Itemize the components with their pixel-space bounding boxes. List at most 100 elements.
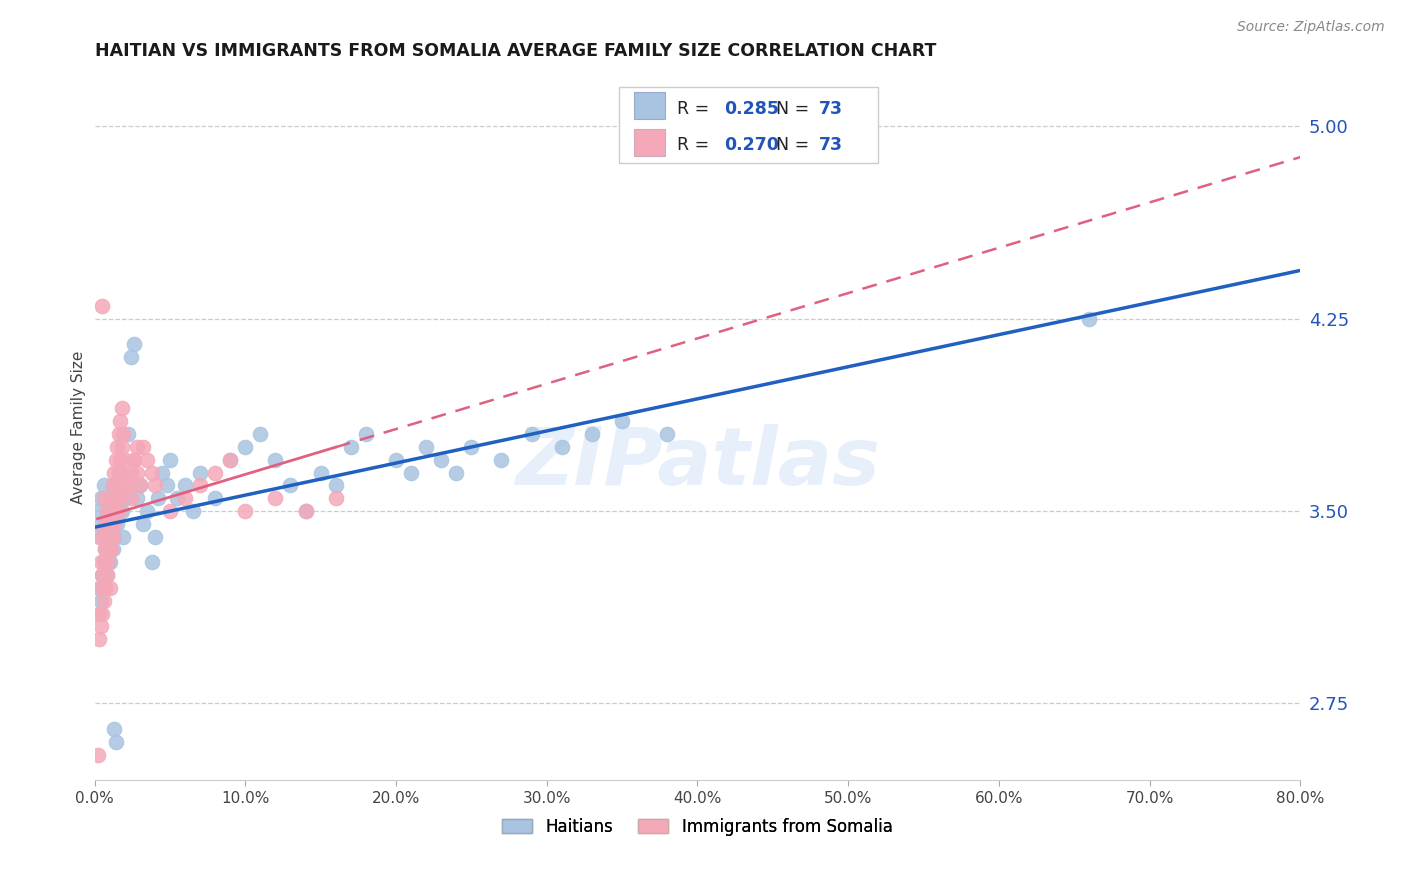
Point xyxy=(90,491,112,506)
Point xyxy=(98,542,121,557)
Text: Source: ZipAtlas.com: Source: ZipAtlas.com xyxy=(1237,20,1385,34)
Point xyxy=(101,516,124,531)
Point xyxy=(159,504,181,518)
Point xyxy=(181,504,204,518)
Point xyxy=(94,581,117,595)
Point xyxy=(93,594,115,608)
Point xyxy=(100,542,122,557)
Point xyxy=(107,466,129,480)
Point xyxy=(101,530,124,544)
Point xyxy=(105,516,128,531)
Point xyxy=(87,516,110,531)
Text: 73: 73 xyxy=(820,100,844,118)
Point xyxy=(97,516,120,531)
Point xyxy=(108,491,131,506)
Point xyxy=(325,491,347,506)
Text: ZIPatlas: ZIPatlas xyxy=(515,424,880,502)
Point xyxy=(91,607,114,621)
Point xyxy=(104,491,127,506)
Point xyxy=(120,491,142,506)
Point xyxy=(103,722,125,736)
Point xyxy=(101,542,124,557)
Point xyxy=(107,504,129,518)
Point xyxy=(105,478,128,492)
Point xyxy=(233,504,256,518)
Text: 0.270: 0.270 xyxy=(724,136,779,154)
Point xyxy=(174,491,197,506)
Point xyxy=(86,504,108,518)
Point xyxy=(1078,311,1101,326)
Point xyxy=(264,452,287,467)
Point xyxy=(150,466,173,480)
Point xyxy=(103,466,125,480)
Point xyxy=(294,504,316,518)
Point xyxy=(125,491,148,506)
Point xyxy=(100,530,122,544)
Point xyxy=(98,555,121,569)
Point xyxy=(94,581,117,595)
Point xyxy=(90,619,112,633)
Point xyxy=(90,555,112,569)
Point xyxy=(107,466,129,480)
Point xyxy=(249,427,271,442)
FancyBboxPatch shape xyxy=(619,87,879,163)
Point xyxy=(143,530,166,544)
Point xyxy=(520,427,543,442)
Point xyxy=(430,452,453,467)
Point xyxy=(219,452,242,467)
Point xyxy=(97,555,120,569)
Point xyxy=(97,516,120,531)
Point xyxy=(96,568,118,582)
Point xyxy=(98,581,121,595)
Point xyxy=(114,491,136,506)
Point xyxy=(264,491,287,506)
Point xyxy=(86,747,108,762)
Point xyxy=(91,568,114,582)
Text: N =: N = xyxy=(776,100,814,118)
Point xyxy=(188,466,211,480)
Point xyxy=(111,440,134,454)
Point xyxy=(174,478,197,492)
Bar xyxy=(634,129,665,156)
Point xyxy=(125,440,148,454)
Point xyxy=(111,478,134,492)
Point xyxy=(90,581,112,595)
Point xyxy=(111,504,134,518)
Point xyxy=(132,516,155,531)
Point xyxy=(125,466,148,480)
Legend: Haitians, Immigrants from Somalia: Haitians, Immigrants from Somalia xyxy=(495,811,900,842)
Point xyxy=(136,504,159,518)
Point xyxy=(415,440,437,454)
Point xyxy=(91,299,114,313)
Point xyxy=(156,478,179,492)
Point xyxy=(94,542,117,557)
Text: 73: 73 xyxy=(820,136,844,154)
Text: 0.285: 0.285 xyxy=(724,100,779,118)
Point xyxy=(100,491,122,506)
Point xyxy=(117,427,139,442)
Point xyxy=(104,452,127,467)
Point xyxy=(122,452,145,467)
Y-axis label: Average Family Size: Average Family Size xyxy=(72,351,86,504)
Point xyxy=(91,530,114,544)
Point xyxy=(122,337,145,351)
Point xyxy=(120,466,142,480)
Point xyxy=(551,440,574,454)
Point xyxy=(97,555,120,569)
Point xyxy=(204,466,226,480)
Point xyxy=(96,504,118,518)
Point xyxy=(143,478,166,492)
Point xyxy=(96,568,118,582)
Point xyxy=(104,735,127,749)
Point xyxy=(233,440,256,454)
Point xyxy=(93,491,115,506)
Point xyxy=(97,542,120,557)
Point xyxy=(94,516,117,531)
Point xyxy=(93,555,115,569)
Point xyxy=(112,466,135,480)
Point xyxy=(294,504,316,518)
Point xyxy=(98,542,121,557)
Point xyxy=(91,568,114,582)
Point xyxy=(120,350,142,364)
Text: R =: R = xyxy=(676,100,714,118)
